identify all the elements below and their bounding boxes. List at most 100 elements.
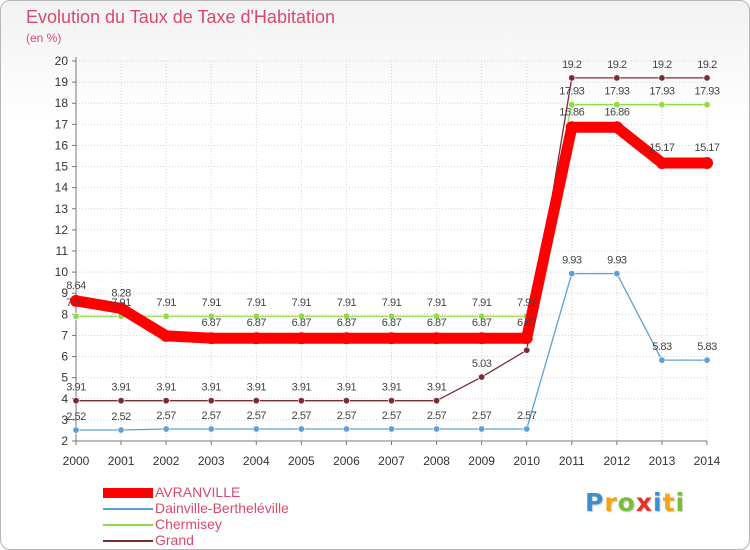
data-label-grand: 5.03 — [472, 358, 492, 370]
point-dainville-berthel-ville — [478, 425, 486, 433]
x-tick-label: 2008 — [423, 454, 450, 468]
series-layer — [70, 74, 713, 434]
point-dainville-berthel-ville — [433, 425, 441, 433]
axis-layer: 2 3 4 5 6 7 8 9 10 11 12 13 14 15 16 17 18 19 20 2000 2001 20… — [55, 54, 721, 468]
y-tick-label: 16 — [55, 138, 69, 152]
data-label-dainville-berthel-ville: 2.57 — [247, 410, 267, 422]
y-tick-label: 14 — [55, 181, 69, 195]
point-dainville-berthel-ville — [72, 426, 80, 434]
point-grand — [342, 397, 350, 405]
point-chermisey — [568, 101, 576, 109]
x-tick-label: 2009 — [468, 454, 495, 468]
x-tick-label: 2002 — [153, 454, 180, 468]
y-tick-label: 8 — [61, 307, 68, 321]
logo-letter: r — [604, 488, 618, 517]
legend-item: AVRANVILLE — [103, 484, 363, 501]
point-chermisey — [703, 101, 711, 109]
y-tick-label: 11 — [56, 244, 69, 258]
point-grand — [162, 397, 170, 405]
data-label-chermisey: 7.91 — [292, 297, 312, 309]
data-label-chermisey: 17.93 — [604, 86, 629, 98]
point-chermisey — [613, 101, 621, 109]
data-label-chermisey: 17.93 — [649, 86, 674, 98]
y-tick-label: 3 — [61, 413, 68, 427]
data-label-avranville: 15.17 — [649, 142, 674, 154]
data-label-grand: 19.2 — [562, 59, 582, 71]
point-chermisey — [387, 312, 395, 320]
data-label-grand: 19.2 — [607, 59, 627, 71]
point-grand — [478, 373, 486, 381]
point-dainville-berthel-ville — [523, 425, 531, 433]
data-label-dainville-berthel-ville: 2.57 — [472, 410, 492, 422]
point-grand — [72, 397, 80, 405]
data-label-avranville: 6.87 — [202, 317, 222, 329]
x-tick-label: 2010 — [513, 454, 540, 468]
data-label-dainville-berthel-ville: 2.52 — [66, 411, 86, 423]
point-dainville-berthel-ville — [297, 425, 305, 433]
legend-swatch — [103, 508, 153, 510]
data-label-chermisey: 7.91 — [111, 297, 131, 309]
point-dainville-berthel-ville — [658, 356, 666, 364]
data-label-dainville-berthel-ville: 9.93 — [562, 255, 582, 267]
point-grand — [433, 397, 441, 405]
legend-swatch — [103, 488, 153, 498]
point-grand — [703, 74, 711, 82]
point-grand — [297, 397, 305, 405]
data-label-avranville: 6.87 — [337, 317, 357, 329]
legend-item: Grand — [103, 532, 363, 549]
point-avranville — [610, 121, 623, 134]
point-avranville — [250, 332, 263, 345]
point-dainville-berthel-ville — [207, 425, 215, 433]
data-label-chermisey: 7.91 — [156, 297, 176, 309]
legend-item: Dainville-Bertheléville — [103, 500, 363, 517]
data-label-chermisey: 7.91 — [247, 297, 267, 309]
data-label-chermisey: 7.91 — [66, 297, 86, 309]
data-label-dainville-berthel-ville: 5.83 — [652, 341, 672, 353]
point-chermisey — [207, 312, 215, 320]
point-chermisey — [478, 312, 486, 320]
point-chermisey — [252, 312, 260, 320]
point-avranville — [475, 332, 488, 345]
legend-label: Dainville-Bertheléville — [155, 500, 289, 516]
data-label-chermisey: 7.91 — [472, 297, 492, 309]
y-tick-label: 10 — [55, 265, 69, 279]
y-tick-label: 12 — [55, 223, 69, 237]
y-tick-label: 19 — [55, 75, 69, 89]
point-dainville-berthel-ville — [703, 356, 711, 364]
legend-swatch — [103, 540, 153, 542]
y-tick-label: 4 — [61, 392, 68, 406]
point-grand — [207, 397, 215, 405]
x-tick-label: 2003 — [198, 454, 225, 468]
x-tick-label: 2001 — [108, 454, 135, 468]
point-dainville-berthel-ville — [342, 425, 350, 433]
data-label-avranville: 6.87 — [427, 317, 447, 329]
point-chermisey — [162, 312, 170, 320]
x-tick-label: 2011 — [559, 454, 585, 468]
data-label-grand: 3.91 — [292, 382, 312, 394]
data-label-grand: 3.91 — [382, 382, 402, 394]
point-avranville — [70, 294, 82, 307]
data-label-avranville: 6.87 — [292, 317, 312, 329]
data-label-chermisey: 7.91 — [382, 297, 402, 309]
chart-title: Evolution du Taux de Taxe d'Habitation — [26, 7, 335, 27]
x-tick-label: 2006 — [333, 454, 360, 468]
data-label-grand: 19.2 — [652, 59, 672, 71]
y-tick-label: 13 — [55, 202, 69, 216]
data-label-dainville-berthel-ville: 2.57 — [292, 410, 312, 422]
point-avranville — [655, 156, 668, 169]
legend-label: Chermisey — [155, 516, 222, 532]
point-avranville — [295, 332, 308, 345]
proxiti-logo: Proxiti — [585, 488, 685, 517]
point-avranville — [430, 332, 443, 345]
point-grand — [568, 74, 576, 82]
point-chermisey — [433, 312, 441, 320]
data-label-dainville-berthel-ville: 2.57 — [517, 410, 537, 422]
legend: AVRANVILLE Dainville-Bertheléville Chermis… — [103, 484, 363, 549]
legend-swatch — [103, 524, 153, 526]
data-label-avranville: 6.87 — [472, 317, 492, 329]
x-tick-label: 2014 — [694, 454, 721, 468]
data-label-dainville-berthel-ville: 2.57 — [427, 410, 447, 422]
data-label-avranville: 6.87 — [382, 317, 402, 329]
